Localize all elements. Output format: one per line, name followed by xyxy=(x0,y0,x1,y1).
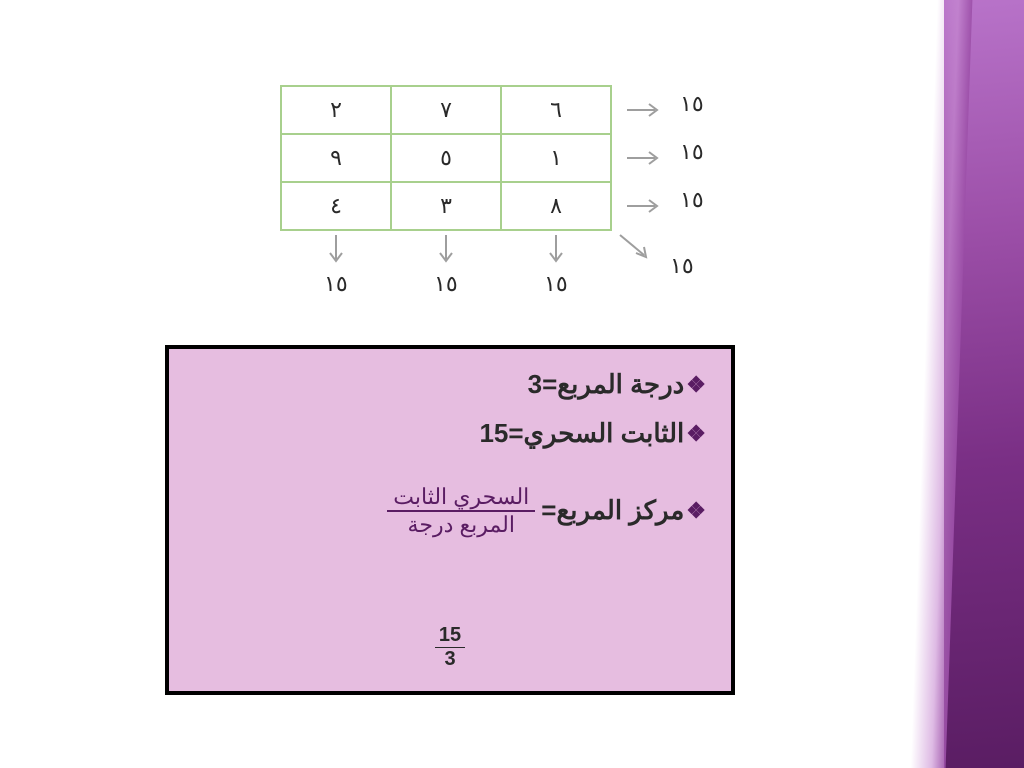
result-denominator: 3 xyxy=(444,648,455,671)
side-accent-gradient xyxy=(944,0,1024,768)
magic-square-area: ٢ ٧ ٦ ٩ ٥ ١ ٤ ٣ ٨ ١٥ ١٥ ١٥ ١٥ ١٥ ١٥ ١٥ xyxy=(280,85,612,231)
center-label: مركز المربع= xyxy=(541,495,684,526)
magic-square-grid: ٢ ٧ ٦ ٩ ٥ ١ ٤ ٣ ٨ xyxy=(280,85,612,231)
col-sum: ١٥ xyxy=(324,271,348,297)
grid-cell: ٦ xyxy=(501,86,611,134)
center-result-fraction: 15 3 xyxy=(435,624,465,672)
arrow-down-icon xyxy=(326,233,346,269)
constant-value: 15 xyxy=(479,418,508,449)
row-sum: ١٥ xyxy=(680,187,704,213)
col-sum: ١٥ xyxy=(544,271,568,297)
grid-cell: ٧ xyxy=(391,86,501,134)
grid-cell: ٩ xyxy=(281,134,391,182)
arrow-down-icon xyxy=(546,233,566,269)
arrow-right-icon xyxy=(625,196,665,216)
arrow-right-icon xyxy=(625,100,665,120)
bullet-line-degree: ❖ درجة المربع= 3 xyxy=(194,369,706,400)
bullet-line-center: ❖ مركز المربع= السحري الثابت المربع درجة xyxy=(194,484,706,538)
chevron-bullet-icon: ❖ xyxy=(686,498,706,524)
table-row: ٤ ٣ ٨ xyxy=(281,182,611,230)
grid-cell: ٢ xyxy=(281,86,391,134)
result-numerator: 15 xyxy=(439,624,461,647)
table-row: ٩ ٥ ١ xyxy=(281,134,611,182)
degree-label: درجة المربع= xyxy=(542,369,684,400)
diag-sum: ١٥ xyxy=(670,253,694,279)
bullet-line-constant: ❖ الثابت السحري= 15 xyxy=(194,418,706,449)
constant-label: الثابت السحري= xyxy=(508,418,684,449)
fraction-numerator: السحري الثابت xyxy=(387,484,535,510)
center-formula-fraction: السحري الثابت المربع درجة xyxy=(387,484,535,538)
grid-cell: ٣ xyxy=(391,182,501,230)
arrow-diag-icon xyxy=(616,231,656,267)
grid-cell: ١ xyxy=(501,134,611,182)
row-sum: ١٥ xyxy=(680,91,704,117)
degree-value: 3 xyxy=(528,369,542,400)
col-sum: ١٥ xyxy=(434,271,458,297)
grid-cell: ٥ xyxy=(391,134,501,182)
grid-cell: ٨ xyxy=(501,182,611,230)
table-row: ٢ ٧ ٦ xyxy=(281,86,611,134)
fraction-denominator: المربع درجة xyxy=(402,512,521,538)
arrow-down-icon xyxy=(436,233,456,269)
chevron-bullet-icon: ❖ xyxy=(686,421,706,447)
arrow-right-icon xyxy=(625,148,665,168)
row-sum: ١٥ xyxy=(680,139,704,165)
info-box: ❖ درجة المربع= 3 ❖ الثابت السحري= 15 ❖ م… xyxy=(165,345,735,695)
chevron-bullet-icon: ❖ xyxy=(686,372,706,398)
grid-cell: ٤ xyxy=(281,182,391,230)
